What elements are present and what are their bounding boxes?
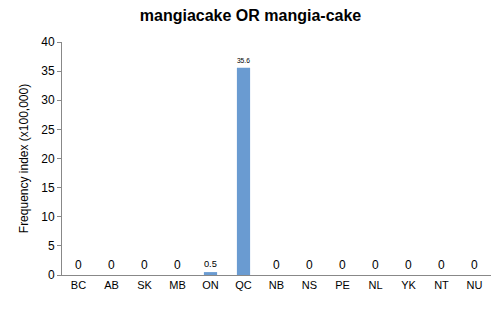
svg-text:SK: SK <box>137 279 152 291</box>
svg-text:QC: QC <box>235 279 252 291</box>
svg-text:NB: NB <box>269 279 284 291</box>
svg-text:0: 0 <box>438 258 445 272</box>
svg-text:15: 15 <box>41 181 55 195</box>
svg-text:0: 0 <box>372 258 379 272</box>
svg-text:10: 10 <box>41 210 55 224</box>
svg-text:YK: YK <box>401 279 416 291</box>
svg-text:NS: NS <box>302 279 317 291</box>
svg-text:0: 0 <box>471 258 478 272</box>
svg-text:0: 0 <box>48 268 55 282</box>
svg-text:0: 0 <box>108 258 115 272</box>
svg-text:0: 0 <box>306 258 313 272</box>
svg-text:35.6: 35.6 <box>237 57 250 64</box>
svg-text:0: 0 <box>141 258 148 272</box>
svg-text:PE: PE <box>335 279 350 291</box>
svg-text:AB: AB <box>104 279 119 291</box>
svg-text:0: 0 <box>405 258 412 272</box>
svg-text:mangiacake OR mangia-cake: mangiacake OR mangia-cake <box>140 7 362 24</box>
svg-text:0.5: 0.5 <box>204 259 217 269</box>
svg-text:NL: NL <box>368 279 382 291</box>
svg-text:Frequency index (x100,000): Frequency index (x100,000) <box>17 84 31 233</box>
svg-text:20: 20 <box>41 152 55 166</box>
svg-text:BC: BC <box>71 279 86 291</box>
svg-text:40: 40 <box>41 35 55 49</box>
svg-text:5: 5 <box>48 239 55 253</box>
svg-text:0: 0 <box>174 258 181 272</box>
svg-text:0: 0 <box>339 258 346 272</box>
svg-text:0: 0 <box>273 258 280 272</box>
svg-text:MB: MB <box>169 279 186 291</box>
svg-text:NT: NT <box>434 279 449 291</box>
svg-text:30: 30 <box>41 93 55 107</box>
svg-text:ON: ON <box>202 279 219 291</box>
svg-text:NU: NU <box>467 279 483 291</box>
svg-text:35: 35 <box>41 64 55 78</box>
svg-text:0: 0 <box>75 258 82 272</box>
svg-text:25: 25 <box>41 123 55 137</box>
